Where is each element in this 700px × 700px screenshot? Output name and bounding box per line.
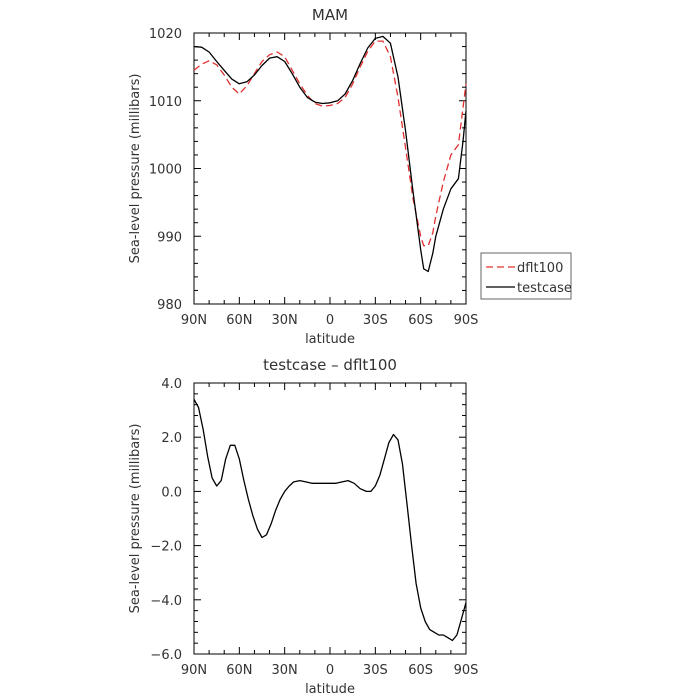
diff-chart-title: testcase – dflt100 bbox=[263, 356, 397, 374]
diff-x-tick-label: 60S bbox=[408, 663, 433, 678]
mam-x-tick-label: 60S bbox=[408, 313, 433, 328]
mam-x-tick-label: 90N bbox=[181, 313, 207, 328]
diff-y-tick-label: −4.0 bbox=[150, 594, 182, 609]
diff-difference-line bbox=[193, 398, 467, 642]
mam-x-axis-label: latitude bbox=[305, 332, 355, 347]
diff-x-axis-label: latitude bbox=[305, 682, 355, 697]
diff-x-tick-label: 30N bbox=[272, 663, 298, 678]
diff-plot-group bbox=[193, 382, 467, 655]
mam-plot-group bbox=[193, 32, 467, 305]
legend-label-dflt100: dflt100 bbox=[517, 261, 563, 276]
diff-x-tick-label: 90S bbox=[454, 663, 479, 678]
mam-x-tick-label: 90S bbox=[454, 313, 479, 328]
mam-chart-title: MAM bbox=[312, 6, 348, 24]
diff-plot-frame bbox=[193, 382, 467, 655]
mam-y-tick-label: 990 bbox=[157, 230, 182, 245]
diff-x-tick-label: 0 bbox=[326, 663, 334, 678]
mam-y-tick-label: 980 bbox=[157, 298, 182, 313]
diff-x-tick-label: 30S bbox=[363, 663, 388, 678]
diff-y-tick-label: 2.0 bbox=[161, 431, 182, 446]
mam-plot-frame bbox=[193, 32, 467, 305]
mam-y-tick-label: 1000 bbox=[149, 163, 182, 178]
legend-box bbox=[480, 252, 572, 300]
mam-x-tick-label: 60N bbox=[226, 313, 252, 328]
testcase-series-line bbox=[193, 35, 467, 273]
mam-y-axis-label: Sea-level pressure (millibars) bbox=[128, 74, 143, 264]
diff-y-axis-label: Sea-level pressure (millibars) bbox=[128, 424, 143, 614]
diff-x-tick-label: 90N bbox=[181, 663, 207, 678]
dflt100-series-line bbox=[193, 40, 467, 247]
diff-y-tick-label: 4.0 bbox=[161, 377, 182, 392]
legend-label-testcase: testcase bbox=[517, 281, 572, 296]
diff-x-tick-label: 60N bbox=[226, 663, 252, 678]
mam-y-tick-label: 1020 bbox=[149, 27, 182, 42]
mam-x-tick-label: 30N bbox=[272, 313, 298, 328]
diff-y-tick-label: −6.0 bbox=[150, 648, 182, 663]
diff-y-tick-label: −2.0 bbox=[150, 540, 182, 555]
legend bbox=[480, 252, 572, 300]
mam-x-tick-label: 30S bbox=[363, 313, 388, 328]
mam-y-tick-label: 1010 bbox=[149, 95, 182, 110]
diff-y-tick-label: 0.0 bbox=[161, 485, 182, 500]
mam-x-tick-label: 0 bbox=[326, 313, 334, 328]
